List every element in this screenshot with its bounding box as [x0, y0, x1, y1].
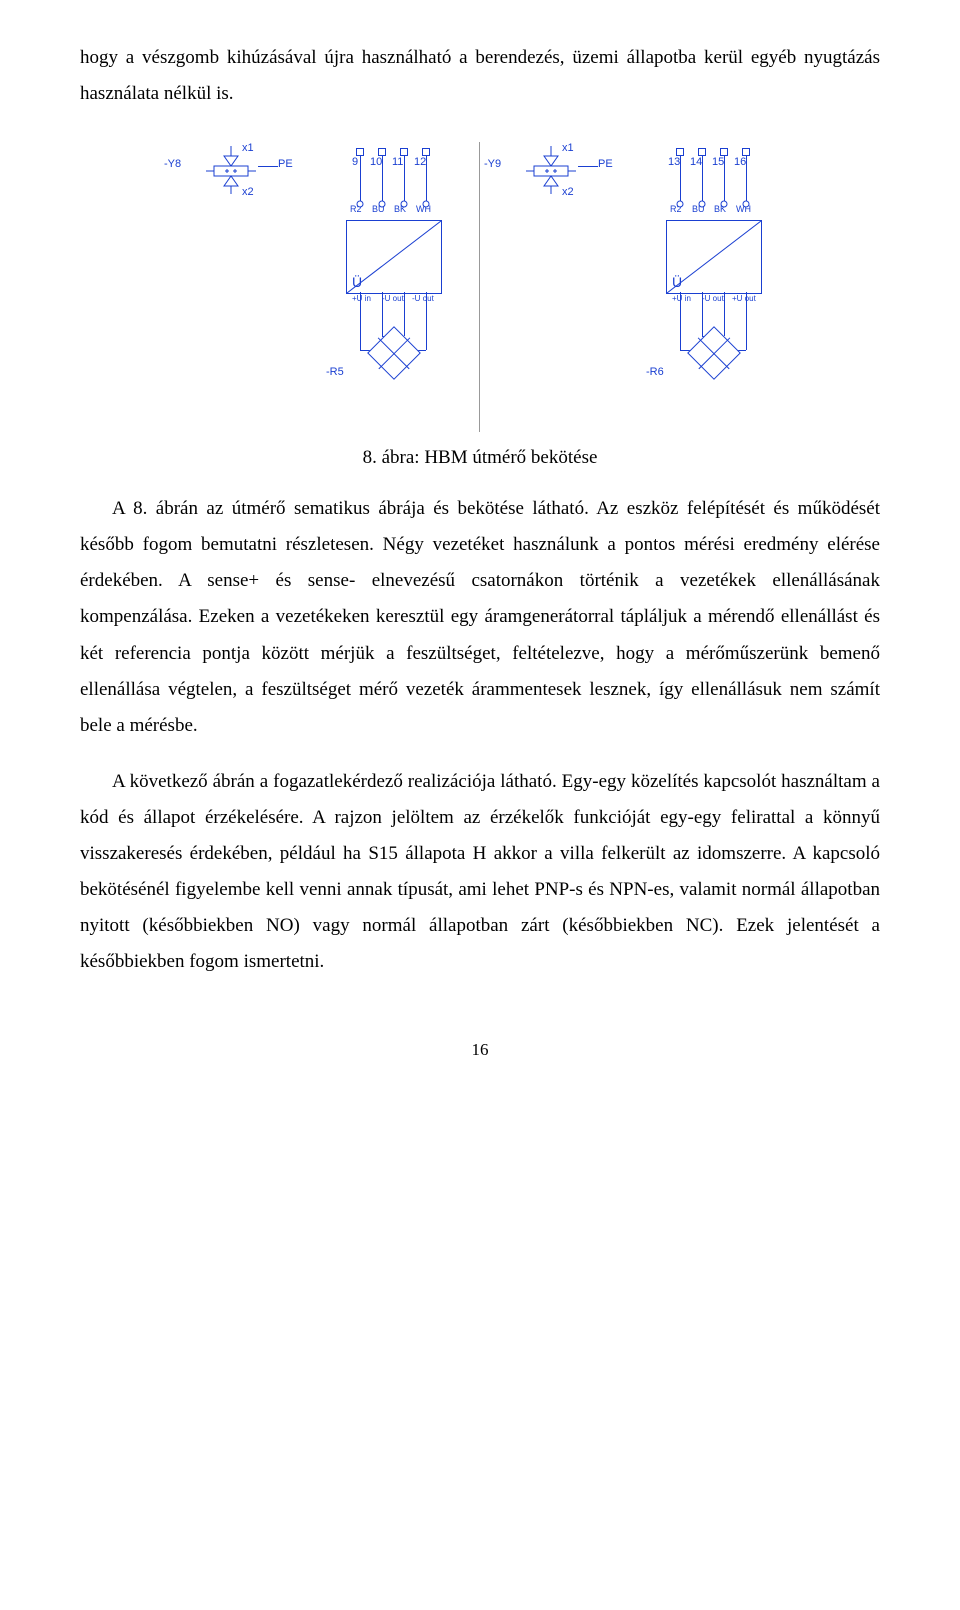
pin [357, 201, 364, 208]
conv-bot-label: +U in [352, 294, 371, 303]
bridge-ref-label: -R6 [646, 366, 664, 378]
wire [680, 156, 681, 204]
diagram-left-half: -Y8 [160, 142, 480, 432]
figure-container: -Y8 [80, 142, 880, 437]
wire [426, 156, 427, 204]
wire [404, 156, 405, 204]
bridge-rectifier [687, 326, 741, 380]
terminal [378, 148, 386, 156]
pe-label: PE [278, 158, 293, 170]
terminal [698, 148, 706, 156]
wire [382, 292, 383, 336]
page-number: 16 [80, 1040, 880, 1060]
x1-label: x1 [562, 142, 574, 154]
bridge-ref-label: -R5 [326, 366, 344, 378]
pin [743, 201, 750, 208]
x1-label: x1 [242, 142, 254, 154]
terminal [356, 148, 364, 156]
term-num: 16 [734, 156, 746, 168]
wire [404, 292, 405, 336]
conv-bot-label: +U out [732, 294, 756, 303]
valve-ref-label: -Y8 [164, 158, 181, 170]
pin [423, 201, 430, 208]
pin [721, 201, 728, 208]
term-num: 14 [690, 156, 702, 168]
pe-wire [578, 166, 598, 167]
wire [724, 292, 725, 336]
bridge-rectifier [367, 326, 421, 380]
figure-caption: 8. ábra: HBM útmérő bekötése [80, 447, 880, 469]
valve-symbol [196, 146, 266, 194]
term-num: 15 [712, 156, 724, 168]
terminal [742, 148, 750, 156]
wire [702, 292, 703, 336]
wire [360, 292, 361, 350]
pin [677, 201, 684, 208]
conv-symbol: Ü [672, 274, 682, 290]
wire [702, 156, 703, 204]
wire [426, 292, 427, 350]
pin [379, 201, 386, 208]
body-paragraph-2: A következő ábrán a fogazatlekérdező rea… [80, 764, 880, 981]
wire [680, 292, 681, 350]
conv-bot-label: -U out [382, 294, 404, 303]
terminal [720, 148, 728, 156]
term-num: 9 [352, 156, 358, 168]
term-num: 11 [392, 156, 403, 168]
wire [360, 156, 361, 204]
conv-bot-label: +U in [672, 294, 691, 303]
wire [746, 156, 747, 204]
hbm-diagram: -Y8 [160, 142, 800, 432]
term-num: 13 [668, 156, 680, 168]
conv-symbol: Ü [352, 274, 362, 290]
wire [382, 156, 383, 204]
wire [724, 156, 725, 204]
term-num: 12 [414, 156, 426, 168]
x2-label: x2 [562, 186, 574, 198]
pin [699, 201, 706, 208]
conv-bot-label: -U out [412, 294, 434, 303]
pin [401, 201, 408, 208]
x2-label: x2 [242, 186, 254, 198]
term-num: 10 [370, 156, 382, 168]
intro-paragraph: hogy a vészgomb kihúzásával újra használ… [80, 40, 880, 112]
valve-symbol [516, 146, 586, 194]
body-paragraph-1: A 8. ábrán az útmérő sematikus ábrája és… [80, 491, 880, 744]
conv-bot-label: -U out [702, 294, 724, 303]
terminal [422, 148, 430, 156]
terminal [400, 148, 408, 156]
pe-wire [258, 166, 278, 167]
terminal [676, 148, 684, 156]
valve-ref-label: -Y9 [484, 158, 501, 170]
wire [746, 292, 747, 350]
diagram-right-half: -Y9 [480, 142, 800, 432]
pe-label: PE [598, 158, 613, 170]
